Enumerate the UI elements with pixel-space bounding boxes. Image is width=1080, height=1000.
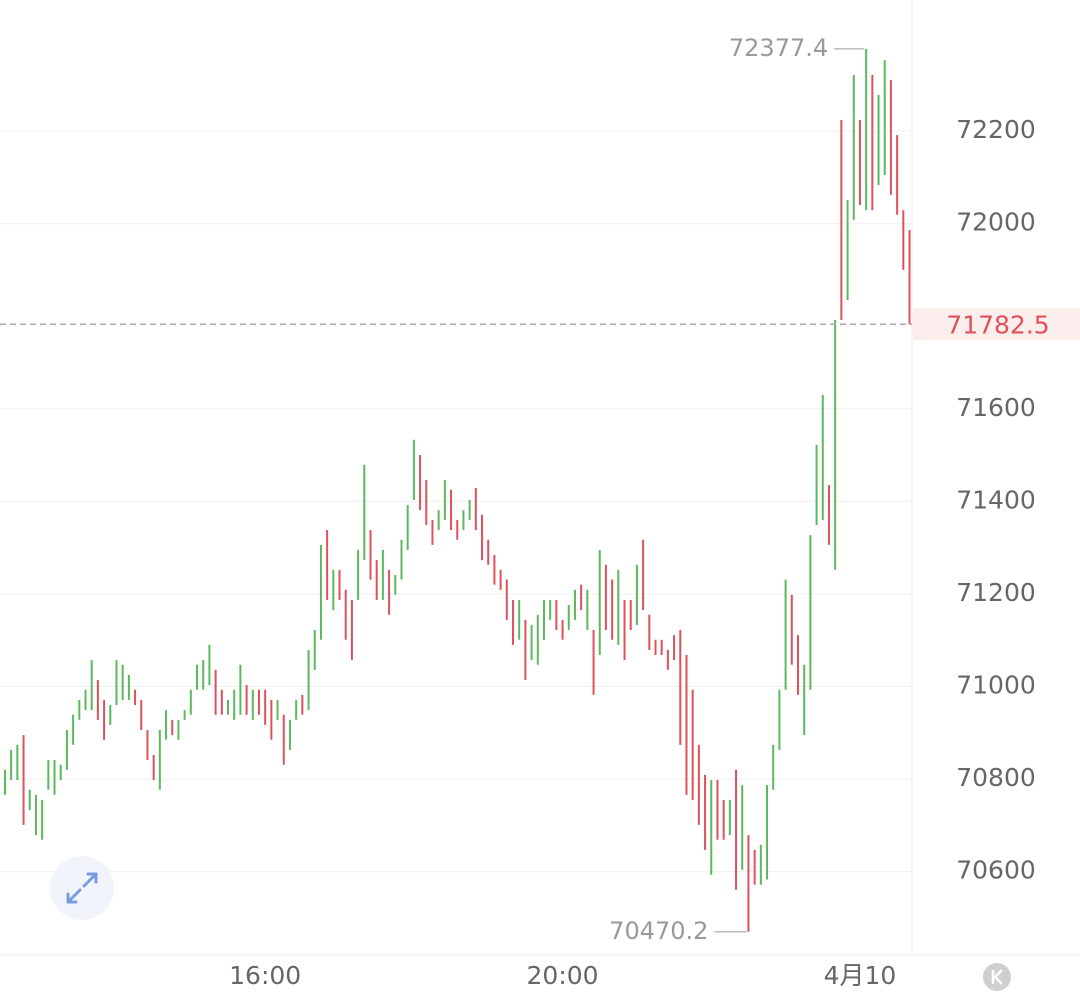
expand-icon[interactable] [66,872,98,904]
k-icon[interactable] [991,969,1003,985]
high-label: 72377.4 [729,34,828,62]
y-tick-label: 70600 [956,856,1036,885]
x-tick-label: 20:00 [527,961,599,990]
x-tick-label: 16:00 [229,961,301,990]
x-tick-label: 4月10 [824,961,897,990]
y-tick-label: 70800 [956,763,1036,792]
last-price-bg [913,308,1080,341]
low-label: 70470.2 [609,917,708,945]
k-button[interactable] [983,963,1011,991]
y-tick-label: 72200 [956,115,1036,144]
y-tick-label: 71400 [956,485,1036,514]
expand-button[interactable] [50,856,114,920]
k-bg[interactable] [983,963,1011,991]
last-price-label: 71782.5 [946,310,1049,339]
y-tick-label: 71000 [956,671,1036,700]
y-tick-label: 71200 [956,578,1036,607]
y-tick-label: 72000 [956,208,1036,237]
expand-bg[interactable] [50,856,114,920]
y-tick-label: 71600 [956,393,1036,422]
